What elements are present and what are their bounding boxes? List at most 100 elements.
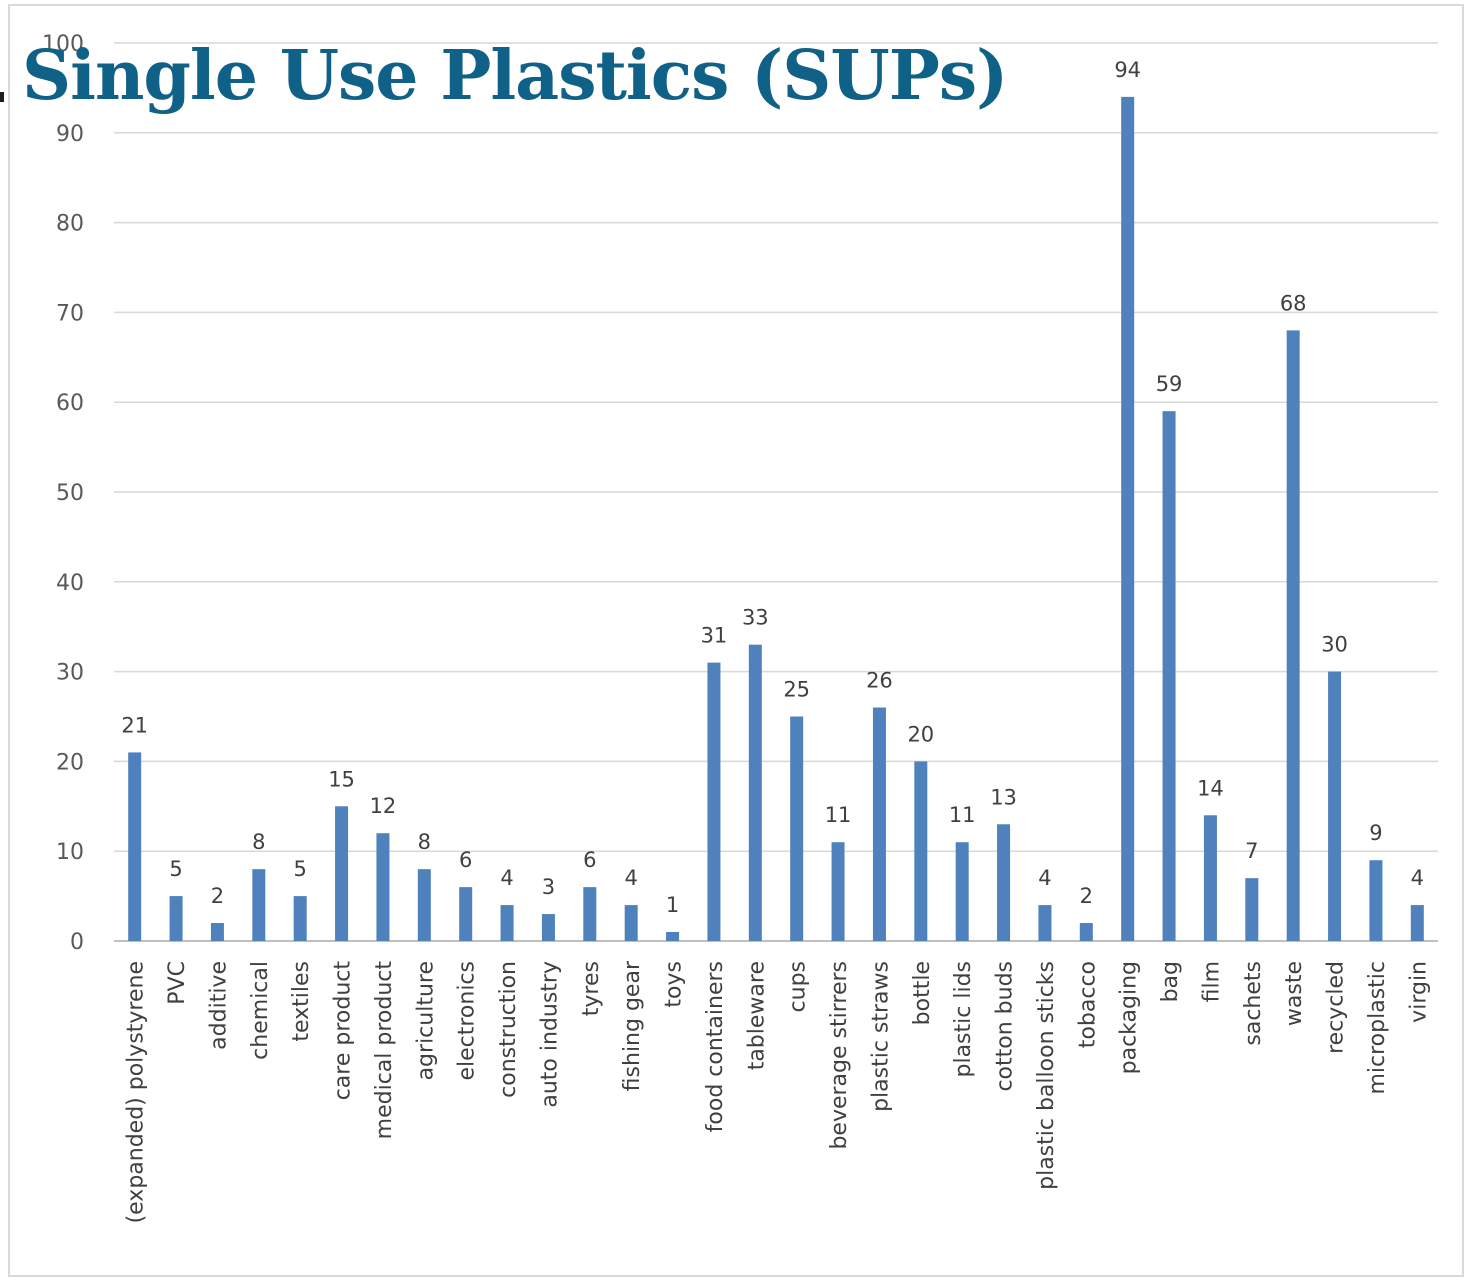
x-tick-label: medical product — [372, 961, 397, 1140]
data-label: 31 — [701, 624, 728, 648]
y-tick-label: 90 — [56, 122, 84, 147]
bar — [624, 905, 638, 941]
data-label: 4 — [625, 866, 638, 890]
data-label: 30 — [1321, 633, 1348, 657]
data-label: 8 — [418, 830, 431, 854]
data-label: 94 — [1114, 58, 1141, 82]
x-tick-label: tyres — [579, 961, 604, 1016]
y-tick-label: 80 — [56, 212, 84, 237]
data-label: 1 — [666, 893, 679, 917]
bar — [1038, 905, 1052, 941]
chart-title: Single Use Plastics (SUPs) — [22, 36, 1008, 116]
bar — [583, 887, 597, 941]
x-tick-label: chemical — [248, 961, 273, 1060]
data-label: 68 — [1280, 291, 1307, 315]
x-tick-label: microplastic — [1365, 961, 1390, 1095]
bar — [1203, 815, 1217, 941]
x-tick-label: virgin — [1406, 961, 1431, 1023]
x-tick-label: auto industry — [537, 961, 562, 1108]
bar — [997, 824, 1011, 941]
x-tick-label: toys — [662, 961, 687, 1008]
x-tick-label: plastic straws — [868, 961, 893, 1112]
data-label: 21 — [121, 713, 148, 737]
x-tick-label: bottle — [910, 961, 935, 1025]
bar — [1121, 96, 1135, 941]
bar — [1079, 923, 1093, 941]
data-label: 9 — [1369, 821, 1382, 845]
data-label: 14 — [1197, 776, 1224, 800]
data-label: 2 — [1080, 884, 1093, 908]
y-tick-label: 100 — [42, 32, 84, 57]
y-tick-label: 0 — [70, 930, 84, 955]
data-label: 59 — [1156, 372, 1183, 396]
data-label: 4 — [1038, 866, 1051, 890]
data-label: 3 — [542, 875, 555, 899]
x-tick-label: care product — [331, 961, 356, 1101]
bar — [128, 752, 142, 941]
y-tick-label: 50 — [56, 481, 84, 506]
data-label: 4 — [500, 866, 513, 890]
x-tick-label: bag — [1158, 961, 1183, 1002]
bar — [955, 842, 969, 941]
slide-edge-marker — [0, 92, 4, 102]
x-tick-label: (expanded) polystyrene — [124, 961, 149, 1223]
bar — [748, 644, 762, 941]
x-tick-label: plastic balloon sticks — [1034, 961, 1059, 1190]
y-tick-label: 70 — [56, 301, 84, 326]
x-tick-label: construction — [496, 961, 521, 1098]
data-label: 6 — [459, 848, 472, 872]
x-tick-label: film — [1199, 961, 1224, 1002]
data-label: 26 — [866, 669, 893, 693]
x-tick-label: cotton buds — [993, 961, 1018, 1092]
data-label: 13 — [990, 785, 1017, 809]
data-label: 8 — [252, 830, 265, 854]
x-tick-label: electronics — [455, 961, 480, 1081]
x-tick-label: beverage stirrers — [827, 961, 852, 1150]
x-tick-label: additive — [206, 961, 231, 1050]
bar — [1162, 411, 1176, 941]
bar — [1369, 860, 1383, 941]
x-tick-label: PVC — [165, 961, 190, 1005]
x-tick-label: fishing gear — [620, 960, 645, 1091]
y-tick-label: 10 — [56, 840, 84, 865]
bar — [293, 896, 307, 941]
x-tick-label: tobacco — [1075, 961, 1100, 1048]
x-tick-label: textiles — [289, 961, 314, 1042]
bar — [872, 707, 886, 941]
chart-frame — [8, 4, 1464, 1277]
bar — [790, 716, 804, 941]
x-tick-label: recycled — [1324, 961, 1349, 1054]
data-label: 20 — [907, 722, 934, 746]
data-label: 12 — [370, 794, 397, 818]
x-tick-label: food containers — [703, 961, 728, 1132]
data-label: 15 — [328, 767, 355, 791]
x-tick-label: cups — [786, 961, 811, 1012]
bar — [1410, 905, 1424, 941]
bar — [666, 932, 680, 941]
data-label: 5 — [169, 857, 182, 881]
data-label: 5 — [294, 857, 307, 881]
data-label: 11 — [949, 803, 976, 827]
bar — [169, 896, 183, 941]
x-tick-label: waste — [1282, 961, 1307, 1026]
x-tick-label: sachets — [1241, 961, 1266, 1046]
y-tick-label: 60 — [56, 391, 84, 416]
bar — [1245, 878, 1259, 941]
data-label: 11 — [825, 803, 852, 827]
bar — [500, 905, 514, 941]
bar — [541, 914, 555, 941]
x-tick-label: agriculture — [413, 961, 438, 1080]
y-tick-label: 20 — [56, 750, 84, 775]
bar — [210, 923, 224, 941]
bar — [1286, 330, 1300, 941]
bar — [1328, 671, 1342, 941]
y-tick-label: 30 — [56, 661, 84, 686]
bar — [335, 806, 349, 941]
data-label: 2 — [211, 884, 224, 908]
data-label: 6 — [583, 848, 596, 872]
x-tick-label: plastic lids — [951, 961, 976, 1078]
bar — [914, 761, 928, 941]
bar — [417, 869, 431, 941]
bar — [831, 842, 845, 941]
